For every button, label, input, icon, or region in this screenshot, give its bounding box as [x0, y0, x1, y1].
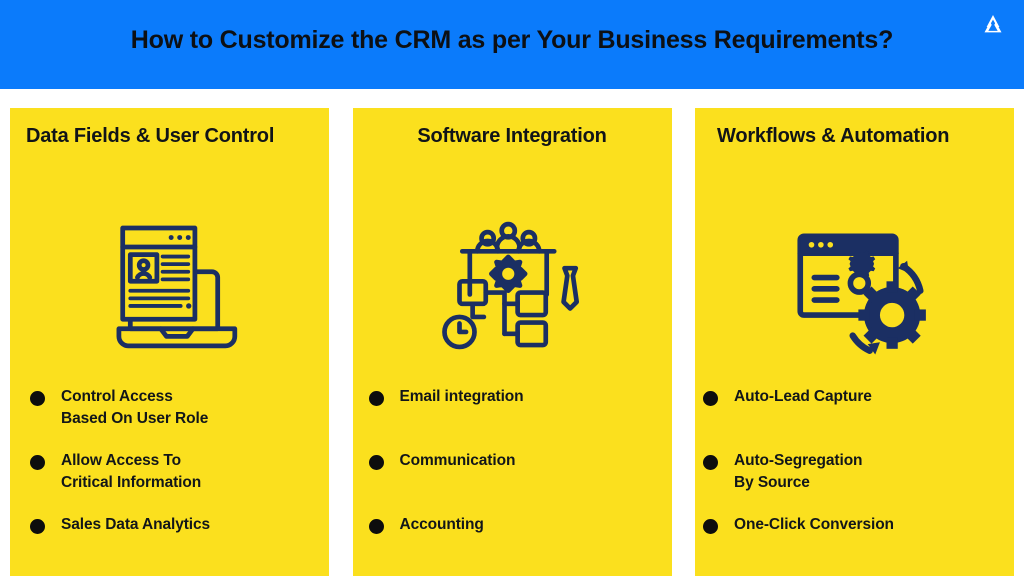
list-item: Auto-Lead Capture	[703, 386, 1000, 432]
bullet-label: Sales Data Analytics	[61, 516, 211, 533]
bullet-label: Auto-Lead Capture	[734, 388, 872, 405]
bullet-dot-icon	[30, 519, 45, 534]
bullet-dot-icon	[368, 455, 384, 470]
bullet-list: Email integration Communication Accounti…	[353, 386, 672, 576]
laptop-user-profile-document-icon	[10, 188, 329, 383]
bullet-label: Communication	[399, 452, 516, 469]
list-item: Communication	[368, 450, 658, 496]
mountain-peak-logo	[976, 10, 1010, 44]
page-title: How to Customize the CRM as per Your Bus…	[130, 26, 894, 54]
bullet-label: Email integration	[399, 388, 524, 405]
bullet-label: Accounting	[399, 516, 484, 533]
list-item: Control Access Based On User Role	[30, 386, 315, 432]
bullet-dot-icon	[703, 519, 718, 534]
bullet-label: Auto-Segregation By Source	[734, 452, 863, 491]
list-item: Email integration	[368, 386, 658, 432]
card-title: Workflows & Automation	[717, 125, 950, 147]
bullet-dot-icon	[30, 455, 45, 470]
list-item: Sales Data Analytics	[30, 514, 315, 560]
card-software-integration: Software Integration	[352, 108, 672, 576]
browser-window-gears-automation-icon	[695, 188, 1014, 383]
bullet-dot-icon	[703, 455, 718, 470]
card-title: Data Fields & User Control	[26, 125, 275, 147]
bullet-list: Auto-Lead Capture Auto-Segregation By Sou…	[695, 386, 1014, 576]
list-item: Allow Access To Critical Information	[30, 450, 315, 496]
bullet-label: One-Click Conversion	[734, 516, 894, 533]
card-workflows-automation: Workflows & Automation	[695, 108, 1014, 576]
header-banner: How to Customize the CRM as per Your Bus…	[0, 0, 1024, 89]
bullet-label: Allow Access To Critical Information	[61, 452, 202, 491]
list-item: Auto-Segregation By Source	[703, 450, 1000, 496]
bullet-dot-icon	[703, 391, 718, 406]
bullet-dot-icon	[368, 391, 384, 406]
bullet-dot-icon	[368, 519, 384, 534]
list-item: One-Click Conversion	[703, 514, 1000, 560]
cards-row: Data Fields & User Control	[10, 108, 1014, 576]
bullet-dot-icon	[30, 391, 45, 406]
bullet-label: Control Access Based On User Role	[61, 388, 209, 427]
list-item: Accounting	[368, 514, 658, 560]
card-data-fields-user-control: Data Fields & User Control	[10, 108, 329, 576]
card-title: Software Integration	[417, 125, 607, 147]
bullet-list: Control Access Based On User Role Allow A…	[10, 386, 329, 576]
workflow-team-gear-clock-icon	[353, 188, 672, 383]
